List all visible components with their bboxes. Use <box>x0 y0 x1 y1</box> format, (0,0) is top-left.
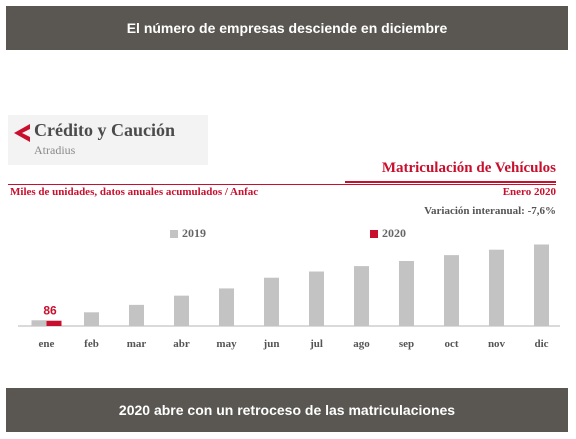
x-tick-label-abr: abr <box>173 338 190 350</box>
chart-date: Enero 2020 <box>502 186 556 198</box>
logo-subname: Atradius <box>34 143 76 157</box>
title-rule <box>8 184 556 185</box>
header-title: El número de empresas desciende en dicie… <box>126 20 448 36</box>
logo-mark-icon <box>14 124 30 142</box>
legend-item-2019: 2019 <box>170 226 206 241</box>
x-tick-label-ene: ene <box>39 338 55 350</box>
x-tick-label-ago: ago <box>353 338 370 350</box>
header-banner: El número de empresas desciende en dicie… <box>6 6 568 50</box>
legend-item-2020: 2020 <box>370 226 406 241</box>
bar-2019-sep <box>399 261 414 326</box>
x-tick-label-jun: jun <box>263 338 280 350</box>
x-tick-label-dic: dic <box>534 338 548 350</box>
bar-2019-oct <box>444 255 459 326</box>
bar-2019-ene <box>31 320 47 326</box>
bar-2019-may <box>219 288 234 326</box>
legend-swatch-2020 <box>370 229 378 238</box>
footer-banner: 2020 abre con un retroceso de las matric… <box>6 388 568 432</box>
data-label-2020-ene: 86 <box>43 304 57 318</box>
bar-2019-dic <box>534 244 549 326</box>
x-tick-label-mar: mar <box>127 338 147 350</box>
bar-2019-feb <box>84 312 99 326</box>
bar-2020-ene <box>46 320 62 326</box>
x-tick-label-feb: feb <box>84 338 99 350</box>
bar-2019-abr <box>174 295 189 326</box>
footer-caption: 2020 abre con un retroceso de las matric… <box>118 402 456 418</box>
logo: Crédito y Caución Atradius <box>8 115 208 165</box>
yoy-variation: Variación interanual: -7,6% <box>424 205 556 217</box>
chart-subtitle: Miles de unidades, datos anuales acumula… <box>10 186 259 198</box>
bar-2019-mar <box>129 304 144 326</box>
bar-2019-ago <box>354 266 369 326</box>
chart-title: Matriculación de Vehículos <box>381 160 556 176</box>
x-tick-label-may: may <box>216 338 237 350</box>
x-tick-label-sep: sep <box>399 338 414 350</box>
legend-label-2020: 2020 <box>382 226 406 240</box>
x-tick-label-jul: jul <box>309 338 323 350</box>
title-underline <box>345 181 556 183</box>
legend-swatch-2019 <box>170 229 178 238</box>
bar-2019-jul <box>309 271 324 326</box>
legend-label-2019: 2019 <box>182 226 206 240</box>
x-tick-label-nov: nov <box>488 338 506 350</box>
bar-2019-jun <box>264 277 279 326</box>
bar-2019-nov <box>489 249 504 326</box>
logo-name: Crédito y Caución <box>34 120 175 140</box>
x-tick-label-oct: oct <box>444 338 458 350</box>
